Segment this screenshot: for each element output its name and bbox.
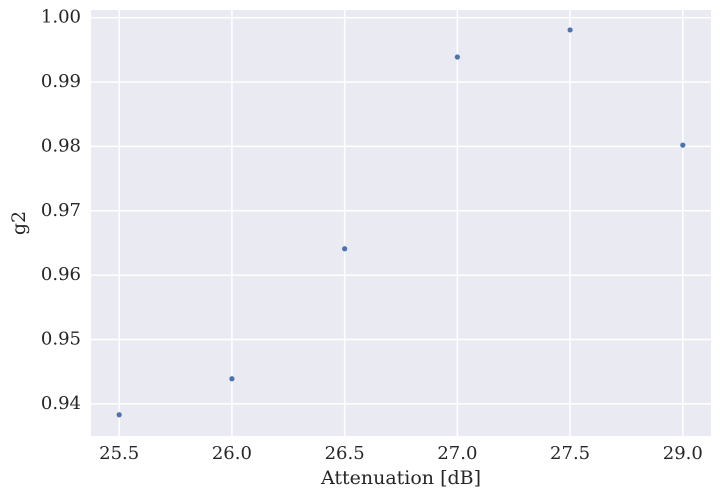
point (229, 376, 235, 382)
point (680, 142, 686, 148)
y-axis-title: g2 (8, 211, 30, 235)
x-tick-label: 29.0 (663, 443, 703, 464)
point (342, 246, 348, 252)
point (567, 27, 573, 33)
x-tick-label: 27.5 (550, 443, 590, 464)
x-tick-label: 25.5 (99, 443, 139, 464)
y-tick-label: 0.97 (41, 200, 81, 221)
x-axis-title: Attenuation [dB] (320, 467, 481, 489)
x-tick-label: 27.0 (437, 443, 477, 464)
y-tick-label: 0.96 (41, 264, 81, 285)
point (116, 412, 122, 418)
x-tick-label: 26.0 (212, 443, 252, 464)
y-tick-label: 1.00 (41, 7, 81, 28)
point (454, 54, 460, 60)
y-tick-label: 0.94 (41, 393, 81, 414)
y-tick-label: 0.98 (41, 135, 81, 156)
plot-area (91, 10, 711, 436)
x-tick-label: 26.5 (325, 443, 365, 464)
y-tick-label: 0.99 (41, 71, 81, 92)
y-tick-label: 0.95 (41, 328, 81, 349)
